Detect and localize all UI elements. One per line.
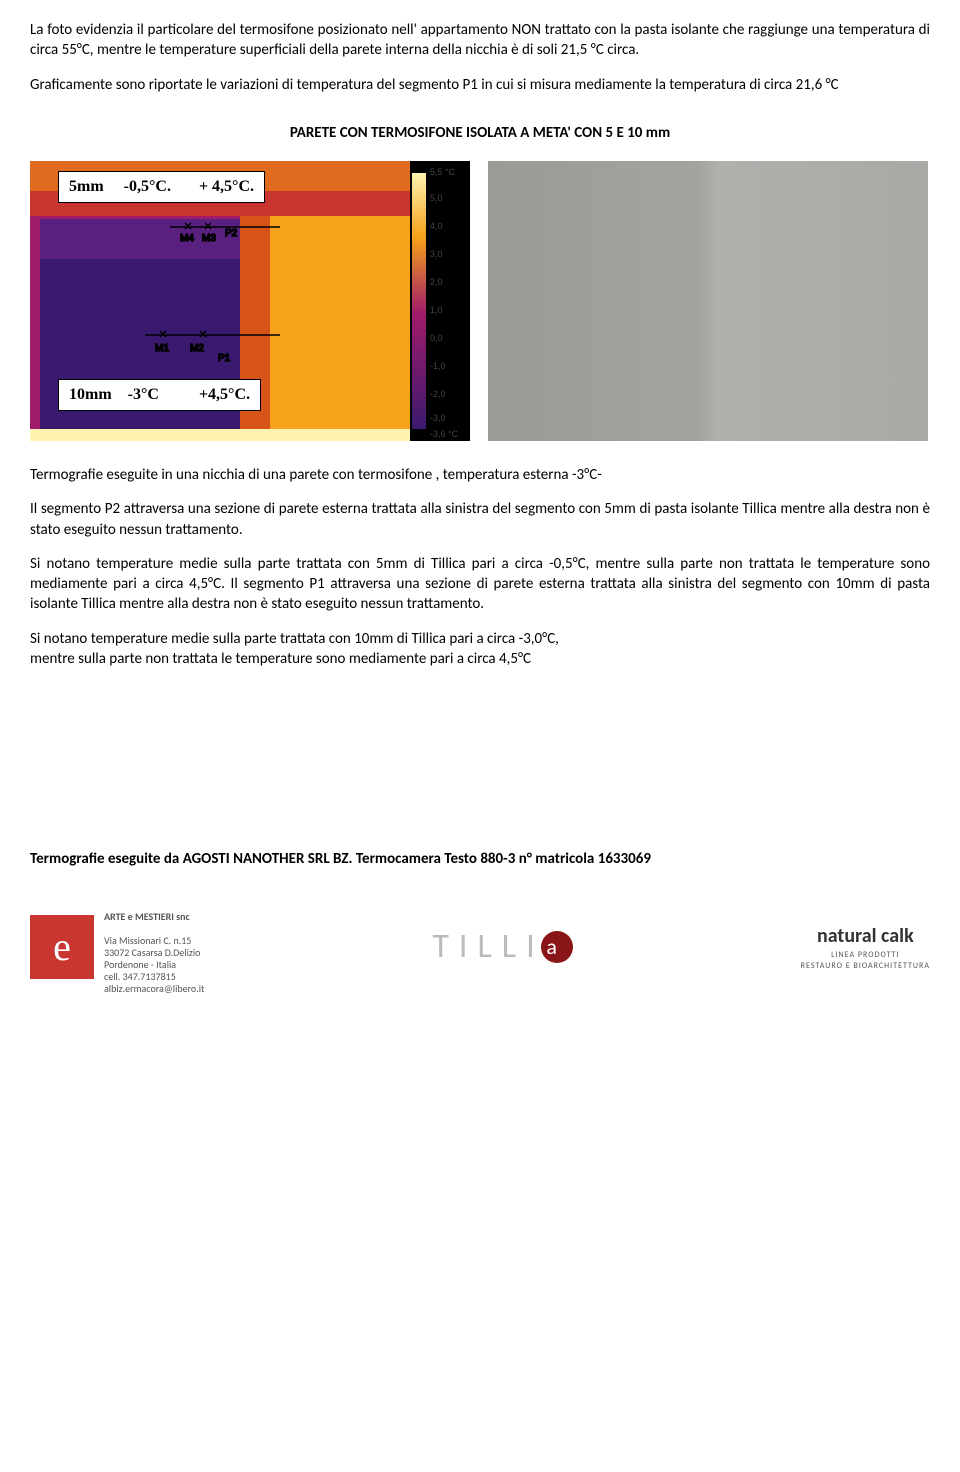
svg-text:3,0: 3,0 — [430, 249, 443, 259]
intro-para-2: Graficamente sono riportate le variazion… — [30, 75, 930, 95]
footer-left: e ARTE e MESTIERI snc Via Missionari C. … — [30, 899, 204, 995]
svg-text:0,0: 0,0 — [430, 333, 443, 343]
svg-text:M3: M3 — [202, 233, 216, 244]
svg-text:4,0: 4,0 — [430, 221, 443, 231]
tillica-text: TILLI — [432, 924, 544, 970]
svg-text:P1: P1 — [218, 353, 231, 364]
body-para-5: Si notano temperature medie sulla parte … — [30, 554, 930, 615]
svg-text:P2: P2 — [225, 228, 238, 239]
section-title: PARETE CON TERMOSIFONE ISOLATA A META' C… — [30, 123, 930, 143]
scale-bottom-label: -3,6 °C — [430, 429, 459, 439]
svg-text:5,0: 5,0 — [430, 193, 443, 203]
svg-text:M2: M2 — [190, 343, 204, 354]
body-para-6: Si notano temperature medie sulla parte … — [30, 629, 930, 649]
thermal-image: M4 M3 P2 M2 M1 P1 5,5 °C 5,0 4,0 3,0 2,0 — [30, 161, 470, 441]
footer-addr-lines: Via Missionari C. n.15 33072 Casarsa D.D… — [104, 934, 204, 995]
svg-text:M1: M1 — [155, 343, 169, 354]
svg-text:1,0: 1,0 — [430, 305, 443, 315]
intro-para-1: La foto evidenzia il particolare del ter… — [30, 20, 930, 61]
body-para-3: Termografie eseguite in una nicchia di u… — [30, 465, 930, 485]
svg-text:2,0: 2,0 — [430, 277, 443, 287]
svg-text:-1,0: -1,0 — [430, 361, 446, 371]
tillica-logo: TILLI a — [432, 924, 572, 970]
tillica-dot-icon: a — [541, 931, 573, 963]
logo-e-icon: e — [30, 915, 94, 979]
naturalcalk-sub2: RESTAURO E BIOARCHITETTURA — [801, 961, 930, 972]
thermal-label-top: 5mm -0,5°C. + 4,5°C. — [58, 171, 265, 203]
body-para-4: Il segmento P2 attraversa una sezione di… — [30, 499, 930, 540]
svg-text:-3,0: -3,0 — [430, 413, 446, 423]
svg-text:-2,0: -2,0 — [430, 389, 446, 399]
footer-note: Termografie eseguite da AGOSTI NANOTHER … — [30, 849, 930, 869]
footer-bar: e ARTE e MESTIERI snc Via Missionari C. … — [30, 899, 930, 995]
footer-address: ARTE e MESTIERI snc Via Missionari C. n.… — [104, 899, 204, 995]
reference-photo — [488, 161, 928, 441]
body-para-7: mentre sulla parte non trattata le tempe… — [30, 649, 930, 669]
image-row: M4 M3 P2 M2 M1 P1 5,5 °C 5,0 4,0 3,0 2,0 — [30, 161, 930, 441]
naturalcalk-main: natural calk — [801, 923, 930, 950]
naturalcalk-logo: natural calk LINEA PRODOTTI RESTAURO E B… — [801, 923, 930, 972]
thermal-label-bottom: 10mm -3°C +4,5°C. — [58, 379, 261, 411]
scale-top-label: 5,5 °C — [430, 167, 456, 177]
naturalcalk-sub: LINEA PRODOTTI — [801, 950, 930, 961]
footer-company: ARTE e MESTIERI snc — [104, 910, 190, 923]
svg-text:M4: M4 — [180, 233, 194, 244]
